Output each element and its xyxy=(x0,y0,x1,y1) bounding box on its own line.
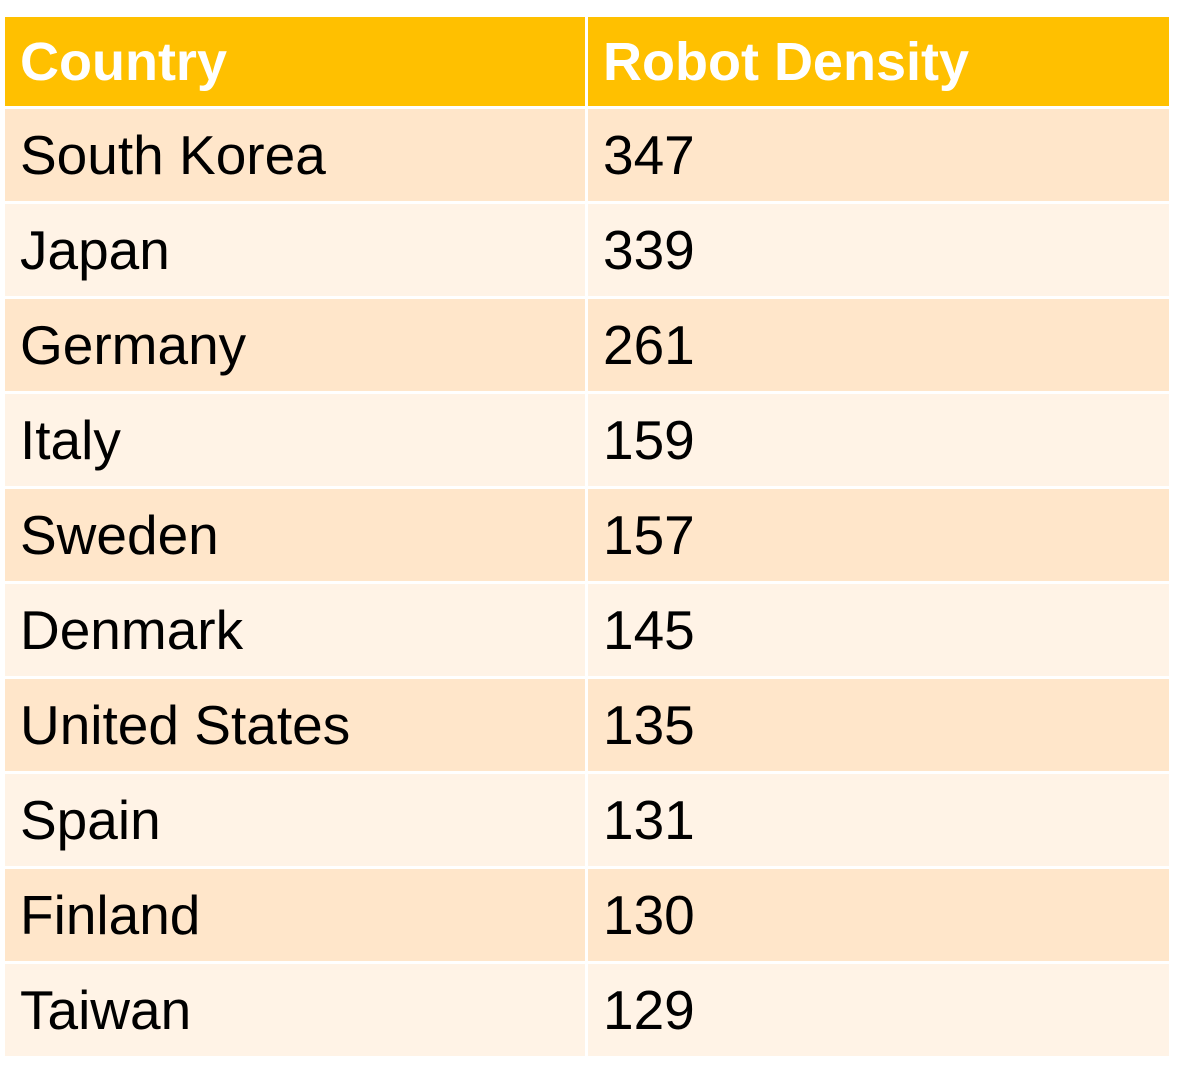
cell-robot-density: 347 xyxy=(588,109,1169,201)
cell-country: South Korea xyxy=(5,109,585,201)
cell-robot-density: 339 xyxy=(588,204,1169,296)
robot-density-table: Country Robot Density South Korea 347 Japa… xyxy=(2,14,1172,1059)
cell-country: Italy xyxy=(5,394,585,486)
column-header-robot-density: Robot Density xyxy=(588,17,1169,106)
cell-country: Japan xyxy=(5,204,585,296)
table-row: Spain 131 xyxy=(5,774,1169,866)
cell-country: Sweden xyxy=(5,489,585,581)
cell-robot-density: 159 xyxy=(588,394,1169,486)
column-header-country: Country xyxy=(5,17,585,106)
table-body: South Korea 347 Japan 339 Germany 261 Italy 159… xyxy=(5,109,1169,1056)
table-row: United States 135 xyxy=(5,679,1169,771)
table-row: Taiwan 129 xyxy=(5,964,1169,1056)
table-row: Finland 130 xyxy=(5,869,1169,961)
table-row: South Korea 347 xyxy=(5,109,1169,201)
table-row: Sweden 157 xyxy=(5,489,1169,581)
cell-robot-density: 135 xyxy=(588,679,1169,771)
cell-country: Spain xyxy=(5,774,585,866)
cell-robot-density: 157 xyxy=(588,489,1169,581)
table-header-row: Country Robot Density xyxy=(5,17,1169,106)
cell-robot-density: 145 xyxy=(588,584,1169,676)
cell-robot-density: 130 xyxy=(588,869,1169,961)
cell-country: Taiwan xyxy=(5,964,585,1056)
cell-country: Denmark xyxy=(5,584,585,676)
cell-robot-density: 261 xyxy=(588,299,1169,391)
cell-country: United States xyxy=(5,679,585,771)
table-row: Japan 339 xyxy=(5,204,1169,296)
cell-robot-density: 131 xyxy=(588,774,1169,866)
cell-country: Germany xyxy=(5,299,585,391)
cell-country: Finland xyxy=(5,869,585,961)
table-row: Denmark 145 xyxy=(5,584,1169,676)
table-row: Italy 159 xyxy=(5,394,1169,486)
table-row: Germany 261 xyxy=(5,299,1169,391)
cell-robot-density: 129 xyxy=(588,964,1169,1056)
